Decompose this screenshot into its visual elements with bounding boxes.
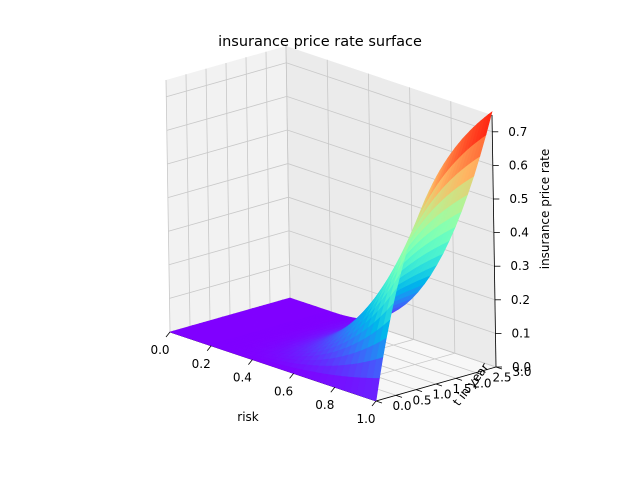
x-tick-label: 0.0 <box>150 343 169 357</box>
surface-mesh <box>169 111 493 402</box>
y-tick-label: 2.5 <box>492 371 511 385</box>
z-tick-label: 0.2 <box>511 293 530 307</box>
y-tick-mark <box>435 383 443 387</box>
z-axis-label: insurance price rate <box>538 149 552 270</box>
back-pane <box>286 46 496 367</box>
z-tick-label: 0.5 <box>509 192 528 206</box>
surface-patch <box>369 378 380 402</box>
x-tick-mark <box>248 359 253 365</box>
y-tick-label: 1.5 <box>452 382 471 396</box>
y-tick-mark <box>475 372 483 376</box>
z-grid-line <box>166 95 493 166</box>
x-tick-label: 0.8 <box>315 398 334 412</box>
tick-labels: 0.00.20.40.60.81.00.0 0.5 1.0 1.5 2.0 2.5 3.00… <box>150 125 531 426</box>
z-tick-label: 0.4 <box>510 226 529 240</box>
x-tick-label: 1.0 <box>356 412 375 426</box>
y-tick-label: 0.0 <box>392 399 411 413</box>
z-grid-line <box>166 62 493 133</box>
y-tick-label: 1.0 <box>432 388 451 402</box>
x-tick-label: 0.2 <box>192 357 211 371</box>
z-axis-line <box>491 114 497 368</box>
z-tick-label: 0.3 <box>510 259 529 273</box>
y-tick-label: 3.0 <box>512 365 531 379</box>
z-grid-line <box>169 263 496 334</box>
z-tick-label: 0.0 <box>512 360 531 374</box>
x-axis-label: risk <box>237 410 259 424</box>
y-tick-mark <box>415 389 423 393</box>
x-tick-mark <box>371 400 377 407</box>
x-tick-label: 0.6 <box>274 384 293 398</box>
x-tick-mark <box>289 373 294 379</box>
y-tick-mark <box>455 377 463 381</box>
z-tick-label: 0.6 <box>509 158 528 172</box>
chart-title: insurance price rate surface <box>218 34 422 50</box>
x-tick-label: 0.4 <box>233 371 252 385</box>
x-tick-mark <box>330 386 336 393</box>
z-tick-label: 0.1 <box>511 326 530 340</box>
y-tick-mark <box>375 400 383 404</box>
y-tick-mark <box>395 394 403 398</box>
y-tick-label: 0.5 <box>412 393 431 407</box>
y-tick-label: 2.0 <box>472 376 491 390</box>
z-grid-line <box>167 129 494 200</box>
x-tick-mark <box>165 331 171 338</box>
x-tick-mark <box>206 345 212 352</box>
z-tick-label: 0.7 <box>508 125 527 139</box>
